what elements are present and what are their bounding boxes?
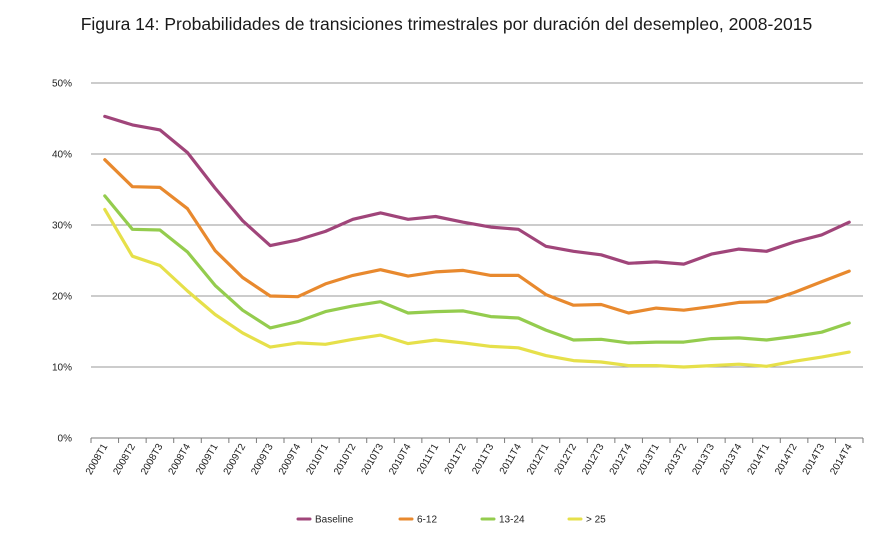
x-tick-label: 2014T2 — [773, 442, 800, 477]
chart-title: Figura 14: Probabilidades de transicione… — [80, 14, 813, 34]
x-tick-label: 2009T3 — [249, 442, 276, 477]
x-tick-label: 2010T1 — [304, 442, 331, 477]
series-line-13-24 — [103, 194, 851, 345]
x-tick-label: 2014T1 — [746, 442, 773, 477]
x-tick-label: 2014T3 — [801, 442, 828, 477]
x-tick-label: 2010T2 — [332, 442, 359, 477]
series-lines — [103, 114, 851, 369]
y-tick-labels: 0% 10% 20% 30% 40% 50% — [52, 79, 72, 445]
y-tick-label: 10% — [52, 363, 72, 374]
x-tick-label: 2013T1 — [635, 442, 662, 477]
x-tick-label: 2009T4 — [277, 442, 304, 477]
x-tick-label: 2009T1 — [194, 442, 221, 477]
x-tick-label: 2012T4 — [608, 442, 635, 477]
x-tick-labels: 2008T1 2008T2 2008T3 2008T4 2009T1 2009T2 2009… — [84, 442, 855, 477]
x-tick-label: 2008T3 — [139, 442, 166, 477]
x-tick-label: 2013T3 — [690, 442, 717, 477]
x-tick-label: 2012T2 — [553, 442, 580, 477]
legend-label: 6-12 — [417, 515, 437, 526]
series-line-25 — [103, 207, 851, 369]
x-tick-label: 2011T1 — [415, 442, 441, 477]
x-tick-label: 2013T2 — [663, 442, 690, 477]
x-tick-label: 2008T2 — [111, 442, 138, 477]
series-line-6-12 — [103, 158, 851, 315]
x-tick-label: 2009T2 — [222, 442, 249, 477]
legend: Baseline 6-12 13-24 > 25 — [296, 515, 606, 526]
x-tick-label: 2011T4 — [498, 442, 524, 477]
y-tick-label: 50% — [52, 79, 72, 90]
y-tick-label: 20% — [52, 292, 72, 303]
y-tick-label: 30% — [52, 221, 72, 232]
series-line-baseline — [103, 114, 851, 266]
legend-label: 13-24 — [499, 515, 525, 526]
x-tick-label: 2010T3 — [360, 442, 387, 477]
x-tick-label: 2014T4 — [828, 442, 855, 477]
axes — [90, 437, 864, 443]
x-tick-label: 2011T2 — [443, 442, 469, 477]
x-tick-label: 2012T1 — [525, 442, 552, 477]
legend-label: Baseline — [315, 515, 354, 526]
y-tick-label: 40% — [52, 150, 72, 161]
x-tick-label: 2013T4 — [718, 442, 745, 477]
y-tick-label: 0% — [58, 434, 73, 445]
x-tick-label: 2008T4 — [167, 442, 194, 477]
x-tick-label: 2012T3 — [580, 442, 607, 477]
legend-label: > 25 — [586, 515, 606, 526]
x-tick-label: 2010T4 — [387, 442, 414, 477]
x-tick-label: 2008T1 — [84, 442, 111, 477]
x-tick-label: 2011T3 — [470, 442, 496, 477]
